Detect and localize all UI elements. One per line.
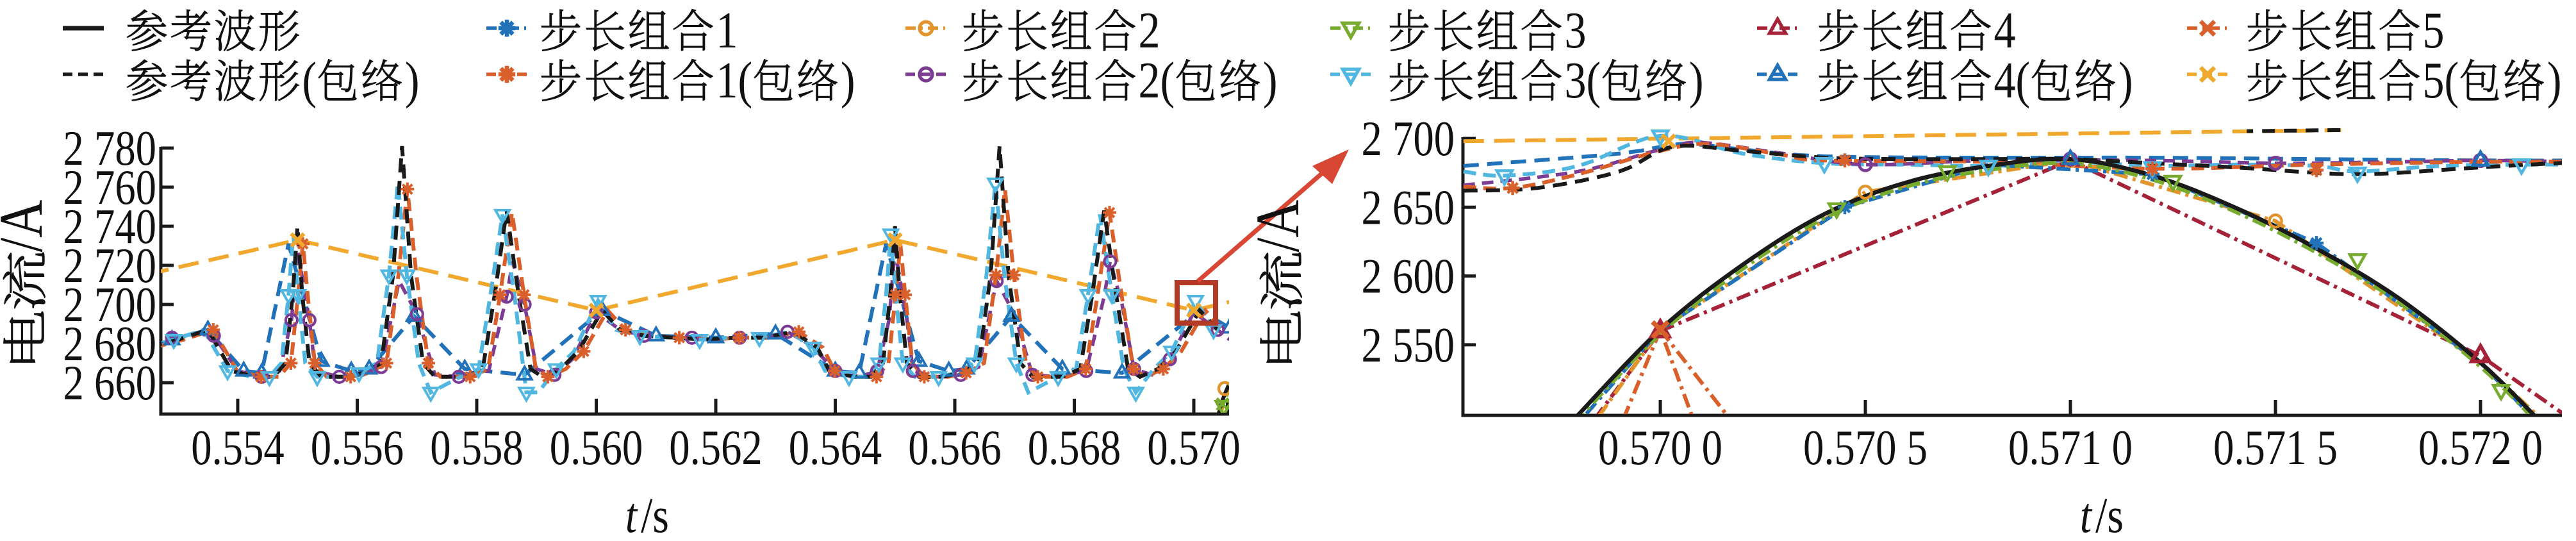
- svg-text:/s: /s: [641, 488, 669, 538]
- svg-text:/s: /s: [2095, 488, 2124, 538]
- svg-text:2 740: 2 740: [63, 200, 156, 254]
- svg-text:5: 5: [2423, 3, 2445, 59]
- svg-text:2 600: 2 600: [1361, 249, 1455, 303]
- svg-text:): ): [1689, 53, 1704, 109]
- svg-text:(: (: [2016, 53, 2031, 109]
- svg-text:): ): [841, 53, 855, 109]
- svg-text:(: (: [2445, 53, 2459, 109]
- svg-text:0.571 0: 0.571 0: [2008, 421, 2133, 475]
- svg-text:5: 5: [2423, 53, 2445, 109]
- svg-text:t: t: [2080, 488, 2093, 538]
- svg-text:2 680: 2 680: [63, 317, 156, 371]
- svg-text:(: (: [1160, 53, 1175, 109]
- svg-text:A: A: [0, 200, 56, 238]
- svg-text:0.564: 0.564: [789, 421, 882, 475]
- svg-text:): ): [2547, 53, 2562, 109]
- svg-text:0.570 0: 0.570 0: [1598, 421, 1722, 475]
- svg-text:3: 3: [1565, 53, 1587, 109]
- svg-text:): ): [405, 53, 420, 109]
- svg-text:1: 1: [716, 3, 738, 59]
- svg-text:2 720: 2 720: [63, 239, 156, 293]
- svg-text:0.556: 0.556: [311, 421, 404, 475]
- svg-text:2 780: 2 780: [63, 122, 156, 176]
- svg-text:(: (: [738, 53, 753, 109]
- svg-text:2 660: 2 660: [63, 356, 156, 410]
- svg-text:4: 4: [1994, 3, 2016, 59]
- svg-text:A: A: [1244, 200, 1312, 238]
- svg-text:0.558: 0.558: [430, 421, 524, 475]
- svg-text:0.570: 0.570: [1147, 421, 1241, 475]
- svg-text:2: 2: [1139, 53, 1160, 109]
- svg-text:3: 3: [1565, 3, 1587, 59]
- svg-text:1: 1: [716, 53, 738, 109]
- svg-text:0.572 0: 0.572 0: [2418, 421, 2543, 475]
- svg-text:0.554: 0.554: [191, 421, 285, 475]
- svg-text:2 760: 2 760: [63, 161, 156, 215]
- svg-text:0.562: 0.562: [669, 421, 763, 475]
- svg-text:2 700: 2 700: [1361, 112, 1455, 166]
- svg-text:/: /: [0, 238, 56, 253]
- svg-text:4: 4: [1994, 53, 2016, 109]
- svg-text:): ): [1263, 53, 1278, 109]
- svg-text:2 650: 2 650: [1361, 181, 1455, 235]
- svg-text:2: 2: [1139, 3, 1160, 59]
- svg-text:(: (: [1587, 53, 1601, 109]
- svg-text:0.568: 0.568: [1028, 421, 1121, 475]
- svg-text:0.570 5: 0.570 5: [1803, 421, 1928, 475]
- svg-text:0.571 5: 0.571 5: [2213, 421, 2338, 475]
- svg-text:(: (: [302, 53, 317, 109]
- svg-text:2 700: 2 700: [63, 278, 156, 332]
- svg-text:0.560: 0.560: [550, 421, 643, 475]
- svg-text:/: /: [1244, 238, 1312, 253]
- svg-text:): ): [2118, 53, 2133, 109]
- svg-text:t: t: [625, 488, 638, 538]
- svg-text:2 550: 2 550: [1361, 319, 1455, 372]
- svg-text:0.566: 0.566: [908, 421, 1002, 475]
